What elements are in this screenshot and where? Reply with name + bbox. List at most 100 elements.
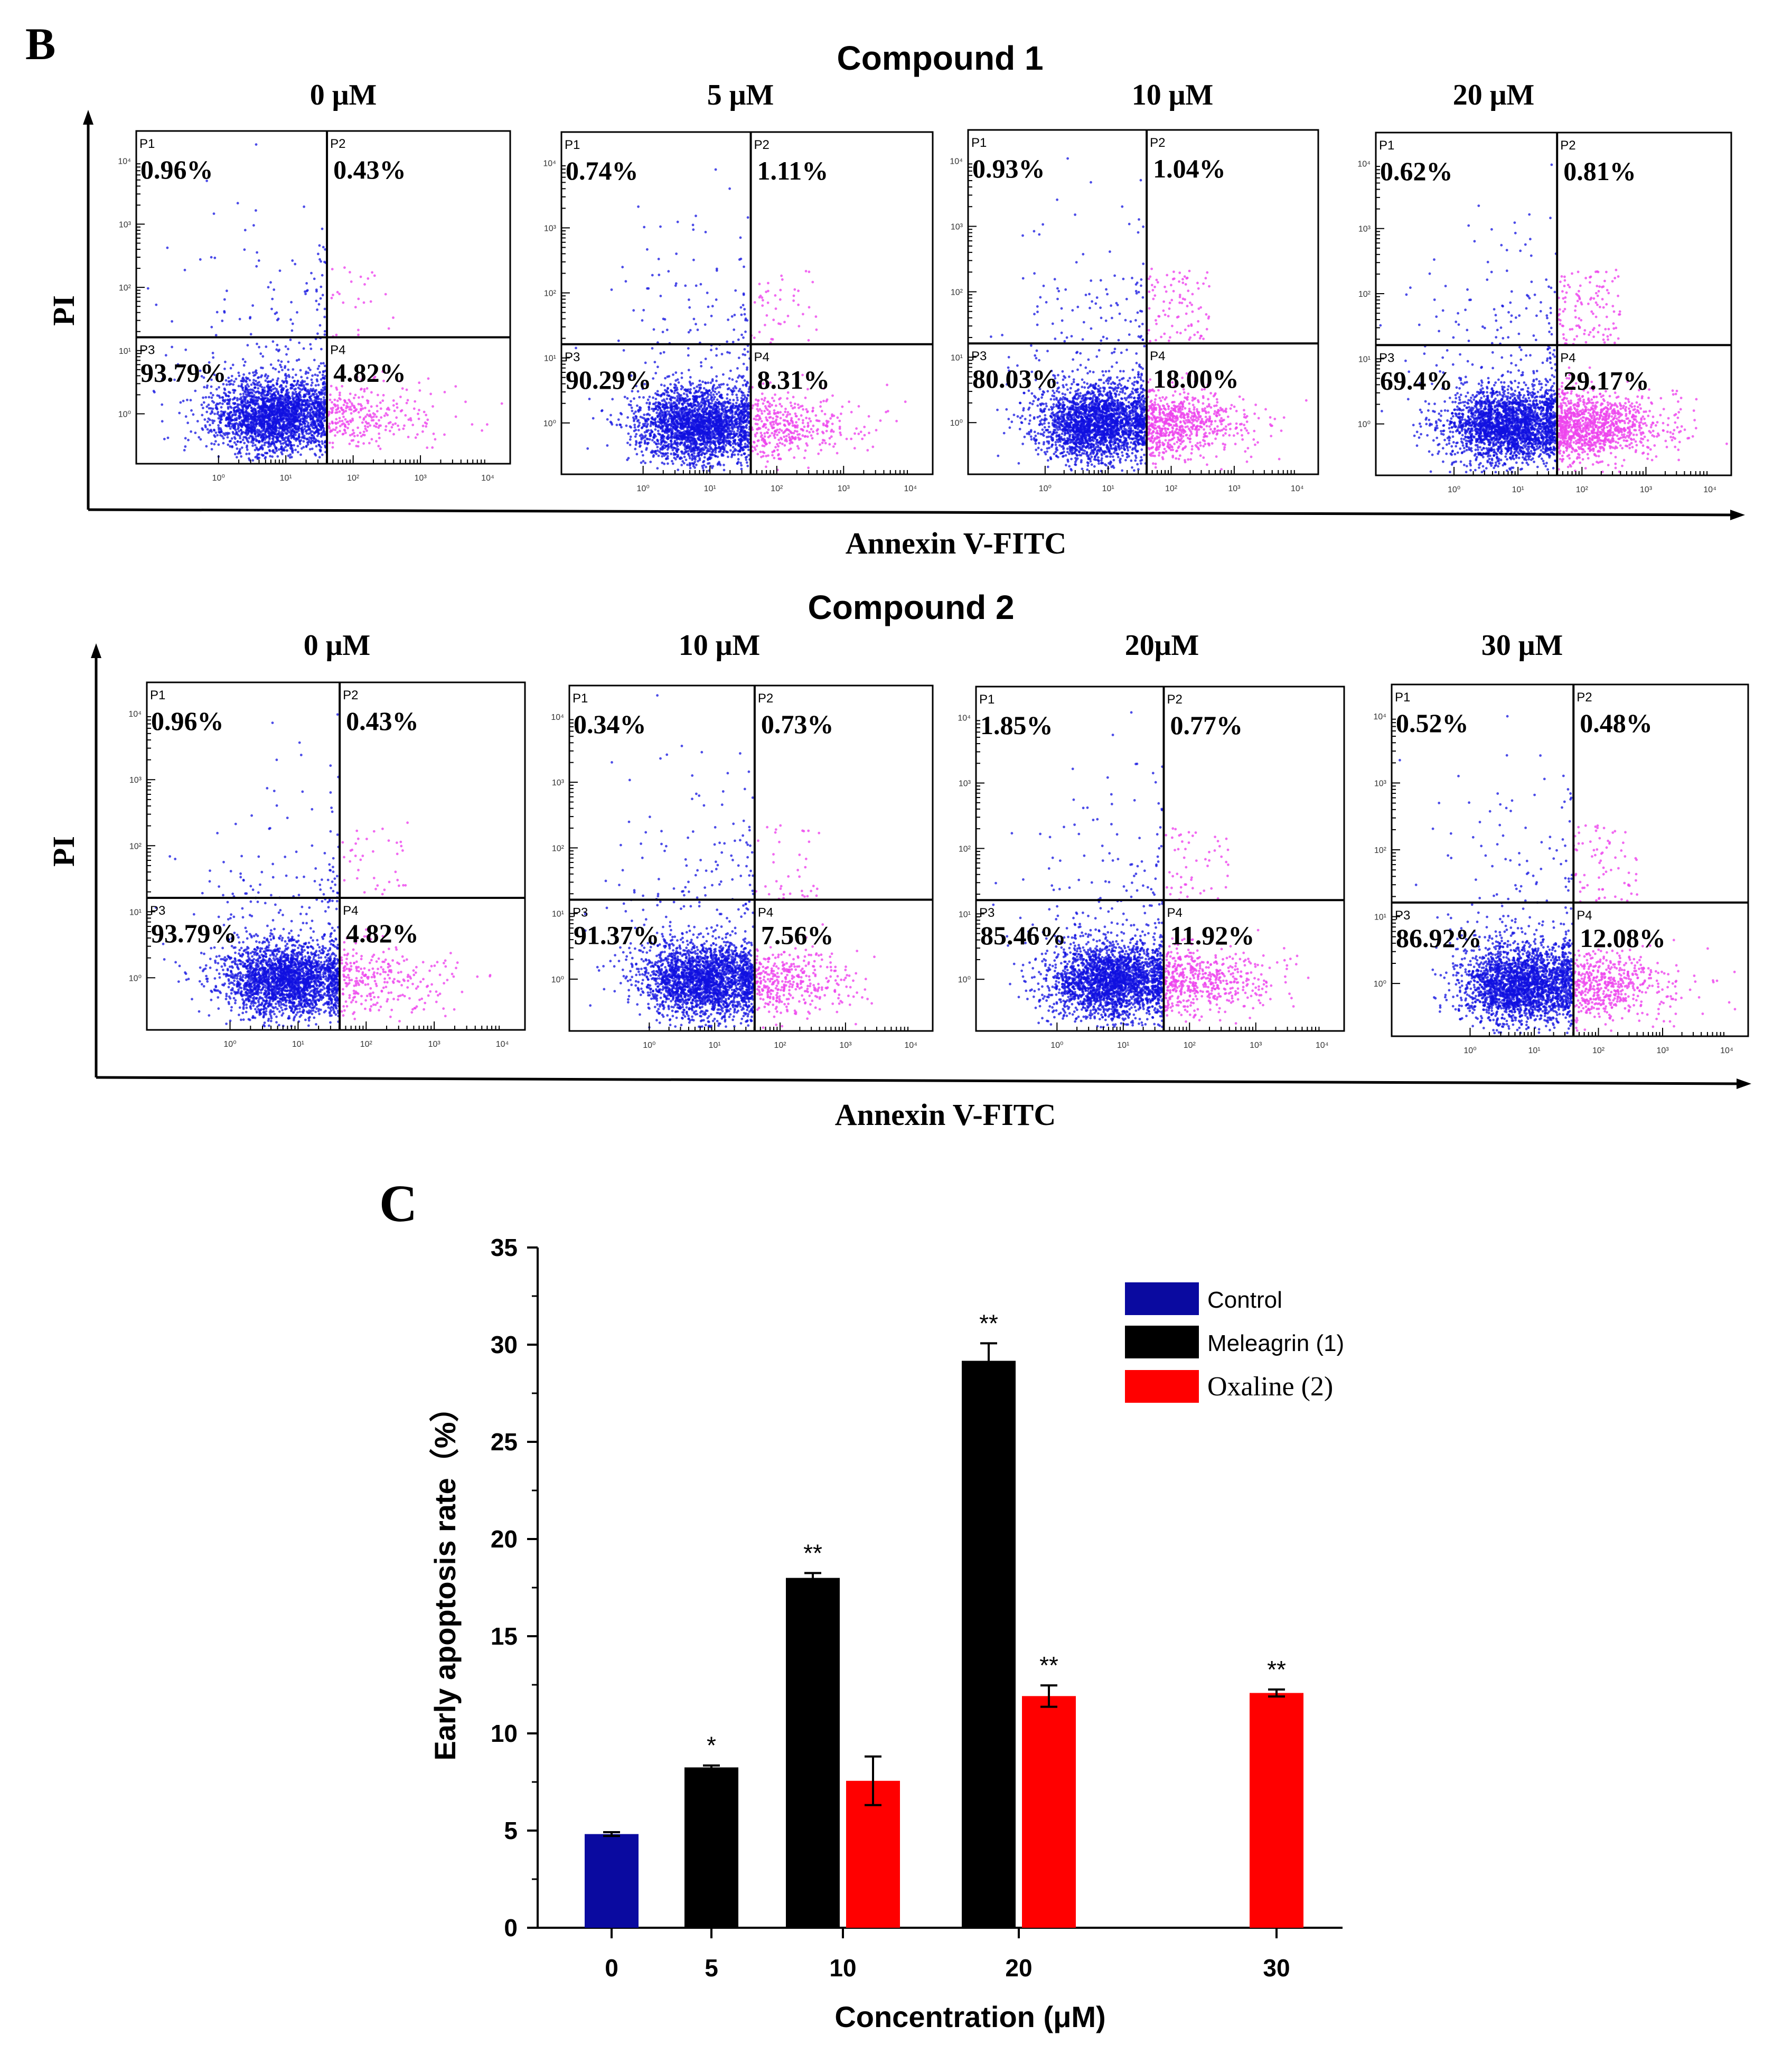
viable-event (318, 244, 321, 247)
viable-event (322, 374, 324, 377)
viable-event (213, 212, 215, 215)
viable-event (240, 384, 243, 387)
viable-event (303, 440, 305, 443)
viable-event (281, 369, 284, 371)
viable-event (228, 380, 230, 383)
viable-event (243, 442, 246, 445)
viable-event (246, 446, 248, 449)
viable-event (304, 425, 306, 428)
viable-event (243, 248, 246, 251)
viable-event (217, 424, 220, 427)
viable-event (239, 318, 241, 321)
panel-b-row-1: Compound 1 0 μM10⁰10⁰10¹10¹10²10²10³10³1… (46, 39, 1745, 560)
viable-event (230, 367, 232, 370)
viable-event (272, 367, 275, 370)
viable-event (186, 421, 189, 424)
viable-event (233, 380, 236, 383)
viable-event (316, 378, 318, 381)
viable-event (324, 308, 326, 311)
viable-event (295, 373, 297, 376)
viable-event (250, 406, 253, 409)
viable-event (324, 333, 326, 336)
viable-event (207, 420, 209, 423)
viable-event (203, 418, 206, 421)
viable-event (208, 396, 210, 399)
viable-event (252, 371, 255, 374)
viable-event (207, 417, 210, 420)
viable-event (291, 330, 294, 332)
viable-event (323, 316, 326, 318)
viable-event (304, 293, 307, 295)
viable-event (220, 406, 223, 409)
viable-event (318, 371, 321, 374)
viable-event (194, 431, 197, 434)
viable-event (255, 209, 257, 212)
viable-event (199, 258, 202, 261)
viable-event (205, 411, 208, 414)
viable-event (319, 324, 322, 327)
viable-event (190, 409, 193, 412)
viable-event (234, 402, 237, 405)
viable-event (210, 326, 213, 329)
viable-event (229, 427, 232, 430)
viable-event (232, 383, 234, 386)
viable-event (289, 339, 292, 341)
viable-event (276, 344, 279, 346)
viable-event (236, 456, 238, 458)
viable-event (231, 437, 233, 440)
viable-event (210, 412, 212, 415)
viable-event (321, 440, 323, 443)
viable-event (321, 443, 324, 445)
viable-event (232, 364, 234, 367)
viable-event (324, 364, 326, 367)
viable-event (282, 396, 285, 398)
viable-event (317, 440, 320, 443)
viable-event (236, 447, 239, 450)
viable-event (316, 308, 318, 311)
row-1-compound-title: Compound 1 (837, 39, 1043, 77)
viable-event (324, 330, 326, 333)
viable-event (166, 247, 169, 249)
viable-event (259, 383, 262, 386)
viable-event (235, 443, 238, 446)
viable-event (273, 288, 275, 291)
viable-event (223, 298, 226, 301)
viable-event (241, 378, 244, 380)
viable-event (299, 443, 302, 445)
viable-event (255, 435, 257, 438)
viable-event (185, 415, 187, 418)
viable-event (234, 453, 237, 455)
viable-event (183, 449, 186, 452)
viable-event (194, 390, 196, 392)
viable-event (266, 377, 268, 380)
viable-event (271, 455, 274, 458)
viable-event (290, 400, 293, 403)
figure: B Compound 1 0 μM10⁰10⁰10¹10¹10²10²10³10… (0, 0, 1792, 2045)
viable-event (245, 453, 248, 455)
viable-event (241, 446, 243, 449)
viable-event (264, 442, 266, 444)
viable-event (227, 436, 229, 439)
viable-event (200, 438, 202, 441)
viable-event (298, 342, 301, 344)
viable-event (285, 345, 287, 348)
viable-event (184, 437, 187, 439)
viable-event (323, 431, 326, 434)
viable-event (227, 444, 229, 446)
viable-event (276, 388, 278, 391)
viable-event (244, 361, 247, 363)
viable-event (237, 428, 239, 430)
viable-event (248, 372, 251, 374)
viable-event (204, 396, 207, 399)
viable-event (314, 373, 316, 376)
viable-event (315, 384, 317, 387)
viable-event (255, 369, 258, 372)
viable-event (233, 391, 236, 394)
viable-event (227, 377, 230, 379)
viable-event (316, 332, 319, 335)
viable-event (274, 368, 277, 371)
viable-event (280, 360, 283, 363)
viable-event (208, 431, 210, 434)
viable-event (153, 390, 155, 392)
viable-event (245, 396, 247, 399)
